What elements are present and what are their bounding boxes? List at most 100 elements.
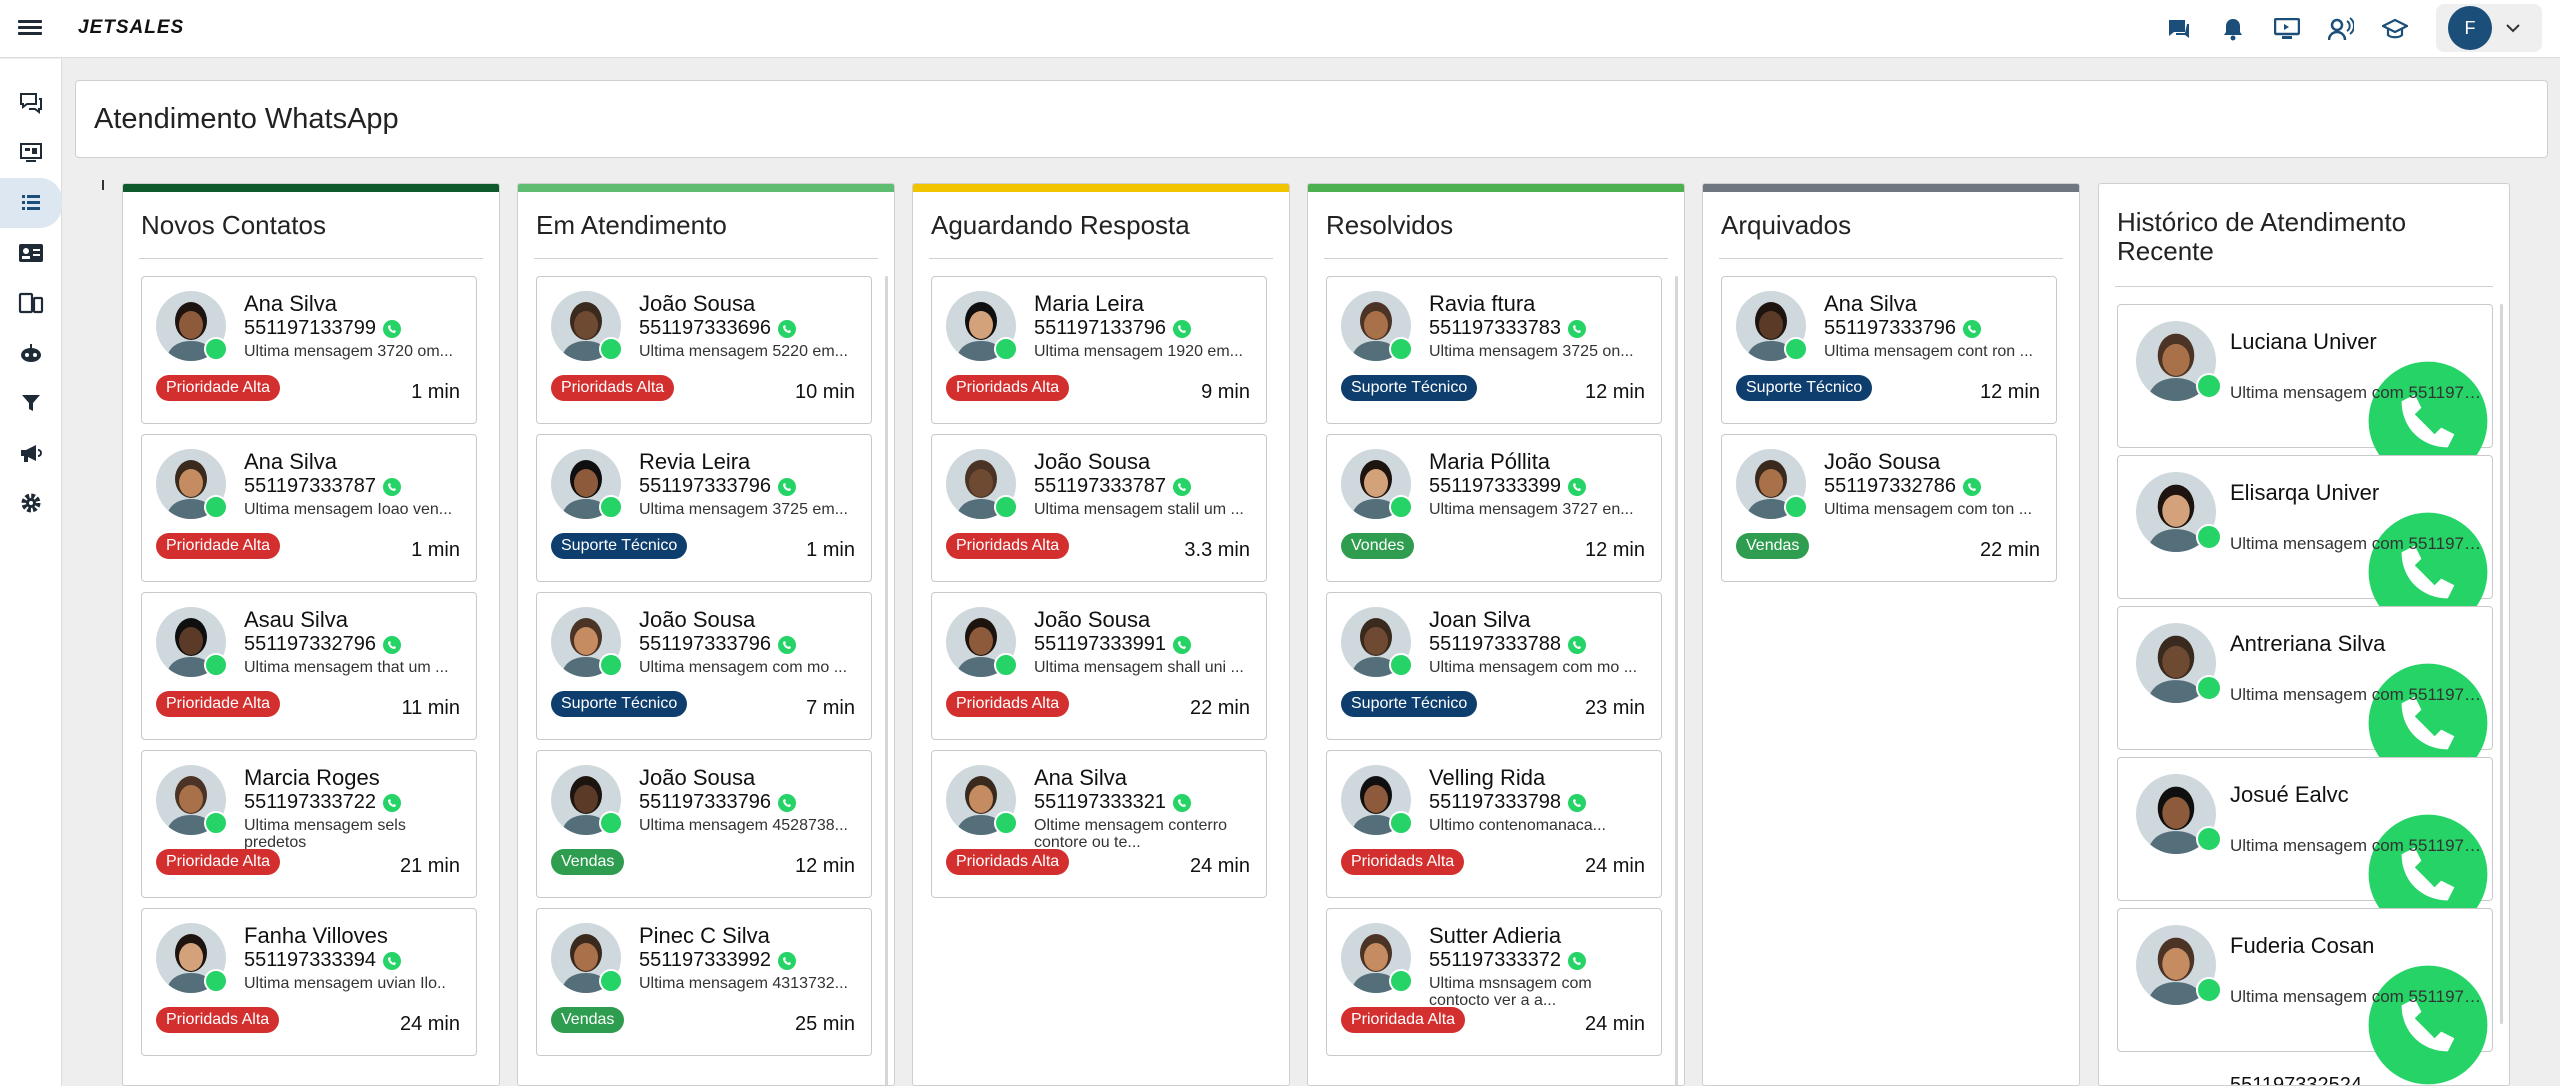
whatsapp-icon xyxy=(383,319,401,338)
last-message: Ultima mensagem com mo ... xyxy=(639,659,848,676)
graduation-cap-icon[interactable] xyxy=(2380,14,2410,44)
column-arquivados: Arquivados Ana Silva 551197333796 Ultima m… xyxy=(1702,183,2080,1086)
contact-card[interactable]: João Sousa 551197332786 Ultima mensagem co… xyxy=(1721,434,2057,582)
last-message: Ultima mensagem 5220 em... xyxy=(639,343,848,360)
contact-phone: 551197333394 xyxy=(244,949,402,972)
contact-name: Ravia ftura xyxy=(1429,291,1536,316)
column-title: Resolvidos xyxy=(1326,210,1454,240)
contact-name: Josué Ealvc xyxy=(2230,782,2349,807)
whatsapp-icon xyxy=(1963,319,1981,338)
contact-name: Ana Silva xyxy=(1824,291,1917,316)
status-badge: Prioridads Alta xyxy=(1341,849,1465,875)
contact-card[interactable]: João Sousa 551197333796 Ultima mensagem 45… xyxy=(536,750,872,898)
status-badge: Prioridada Alta xyxy=(1341,1007,1466,1033)
whatsapp-icon xyxy=(1173,635,1191,654)
contact-card[interactable]: Fanha Villoves 551197333394 Ultima mensage… xyxy=(141,908,477,1056)
contact-card[interactable]: João Sousa 551197333696 Ultima mensagem 52… xyxy=(536,276,872,424)
contact-card[interactable]: Ana Silva 551197333796 Ultima mensagem con… xyxy=(1721,276,2057,424)
contact-card[interactable]: Maria Póllita 551197333399 Ultima mensagem… xyxy=(1326,434,1662,582)
last-message: Ultima mensagem com 5511973... xyxy=(2230,685,2482,704)
contact-name: Fanha Villoves xyxy=(244,923,388,948)
last-message: Ultima mensagem shall uni ... xyxy=(1034,659,1244,676)
contact-card[interactable]: Ana Silva 551197333787 Ultima mensagem Ioa… xyxy=(141,434,477,582)
contact-name: Sutter Adieria xyxy=(1429,923,1562,948)
phone-number: 551197133796 xyxy=(1034,317,1166,339)
menu-icon[interactable] xyxy=(18,17,42,41)
filter-icon[interactable] xyxy=(0,378,62,428)
phone-number: 551197333787 xyxy=(1034,475,1166,497)
phone-number: 551197333722 xyxy=(244,791,376,813)
bot-icon[interactable] xyxy=(0,328,62,378)
last-message: Ultima mensagem com 5511973... xyxy=(2230,987,2482,1006)
contact-card[interactable]: Joan Silva 551197333788 Ultima mensagem co… xyxy=(1326,592,1662,740)
scrollbar[interactable] xyxy=(1675,276,1678,1085)
contact-card[interactable]: Pinec C Silva 551197333992 Ultima mensagem… xyxy=(536,908,872,1056)
wait-time: 23 min xyxy=(1584,697,1645,719)
whatsapp-badge-icon xyxy=(2196,373,2222,399)
kanban-list-icon[interactable] xyxy=(0,178,62,228)
history-card[interactable]: Fuderia Cosan 551197332524 Ultima mensagem… xyxy=(2117,908,2493,1085)
last-message: Ultima mensagem com 5511973... xyxy=(2230,383,2482,402)
contact-card[interactable]: João Sousa 551197333991 Ultima mensagem sh… xyxy=(931,592,1267,740)
wait-time: 12 min xyxy=(1979,381,2040,403)
contact-name: João Sousa xyxy=(1034,607,1151,632)
contact-card[interactable]: Maria Leira 551197133796 Ultima mensagem 1… xyxy=(931,276,1267,424)
contact-card[interactable]: Marcia Roges 551197333722 Ultima mensagem … xyxy=(141,750,477,898)
chat-icon[interactable] xyxy=(2164,14,2194,44)
user-menu[interactable]: F xyxy=(2436,4,2542,52)
whatsapp-icon xyxy=(1568,635,1586,654)
monitor-icon[interactable] xyxy=(2272,14,2302,44)
contact-phone: 551197333992 xyxy=(639,949,797,972)
megaphone-icon[interactable] xyxy=(0,428,62,478)
last-message: Ultima mensagem that um ... xyxy=(244,659,449,676)
contact-phone: 551197333796 xyxy=(1824,317,1982,340)
column-accent xyxy=(913,184,1289,192)
whatsapp-icon xyxy=(1568,477,1586,496)
contact-name: Elisarqa Univer xyxy=(2230,480,2380,505)
contact-name: Fuderia Cosan xyxy=(2230,933,2375,958)
status-badge: Vondes xyxy=(1341,533,1415,559)
contact-name: Joan Silva xyxy=(1429,607,1531,632)
contacts-card-icon[interactable] xyxy=(0,228,62,278)
column-historico: Histórico de Atendimento Recente Luciana… xyxy=(2098,183,2510,1086)
settings-icon[interactable] xyxy=(0,478,62,528)
history-card[interactable]: Luciana Univer551197333620Ultima mensage… xyxy=(2117,304,2493,492)
app-logo: JETSALES xyxy=(78,17,185,38)
contact-phone: 551197333372 xyxy=(1429,949,1587,972)
avatar xyxy=(1341,449,1411,519)
scrollbar[interactable] xyxy=(885,276,888,1085)
contact-card[interactable]: João Sousa 551197333796 Ultima mensagem co… xyxy=(536,592,872,740)
contact-card[interactable]: Revia Leira 551197333796 Ultima mensagem 3… xyxy=(536,434,872,582)
scrollbar[interactable] xyxy=(2500,304,2503,1024)
contact-card[interactable]: Asau Silva 551197332796 Ultima mensagem th… xyxy=(141,592,477,740)
whatsapp-badge-icon xyxy=(1784,337,1808,361)
contact-card[interactable]: Velling Rida 551197333798 Ultimo contenoma… xyxy=(1326,750,1662,898)
whatsapp-icon xyxy=(778,635,796,654)
column-title: Histórico de Atendimento Recente xyxy=(2117,207,2407,266)
history-card[interactable]: Elisarqa Univer551197332787Ultima mensag… xyxy=(2117,455,2493,643)
phone-number: 551197333991 xyxy=(1034,633,1166,655)
mobile-icon[interactable] xyxy=(0,278,62,328)
avatar xyxy=(156,449,226,519)
status-badge: Prioridads Alta xyxy=(156,1007,280,1033)
contact-card[interactable]: Ana Silva 551197333321 Oltime mensagem con… xyxy=(931,750,1267,898)
headset-icon[interactable] xyxy=(2326,14,2356,44)
conversations-icon[interactable] xyxy=(0,78,62,128)
divider xyxy=(534,258,878,259)
contact-card[interactable]: João Sousa 551197333787 Ultima mensagem st… xyxy=(931,434,1267,582)
contact-card[interactable]: Ana Silva 551197133799 Ultima mensagem 372… xyxy=(141,276,477,424)
whatsapp-icon xyxy=(1963,477,1981,496)
contact-card[interactable]: Ravia ftura 551197333783 Ultima mensagem 3… xyxy=(1326,276,1662,424)
contact-phone: 551197333787 xyxy=(244,475,402,498)
contact-name: Asau Silva xyxy=(244,607,348,632)
whatsapp-icon xyxy=(778,477,796,496)
history-card[interactable]: Josué Ealvc551197333996Ultima mensagem c… xyxy=(2117,757,2493,945)
dashboard-icon[interactable] xyxy=(0,128,62,178)
wait-time: 12 min xyxy=(1584,539,1645,561)
bell-icon[interactable] xyxy=(2218,14,2248,44)
wait-time: 24 min xyxy=(1584,855,1645,877)
scroll-handle[interactable] xyxy=(62,180,104,1086)
contact-card[interactable]: Sutter Adieria 551197333372 Ultima msnsage… xyxy=(1326,908,1662,1056)
contact-name: Ana Silva xyxy=(244,449,337,474)
